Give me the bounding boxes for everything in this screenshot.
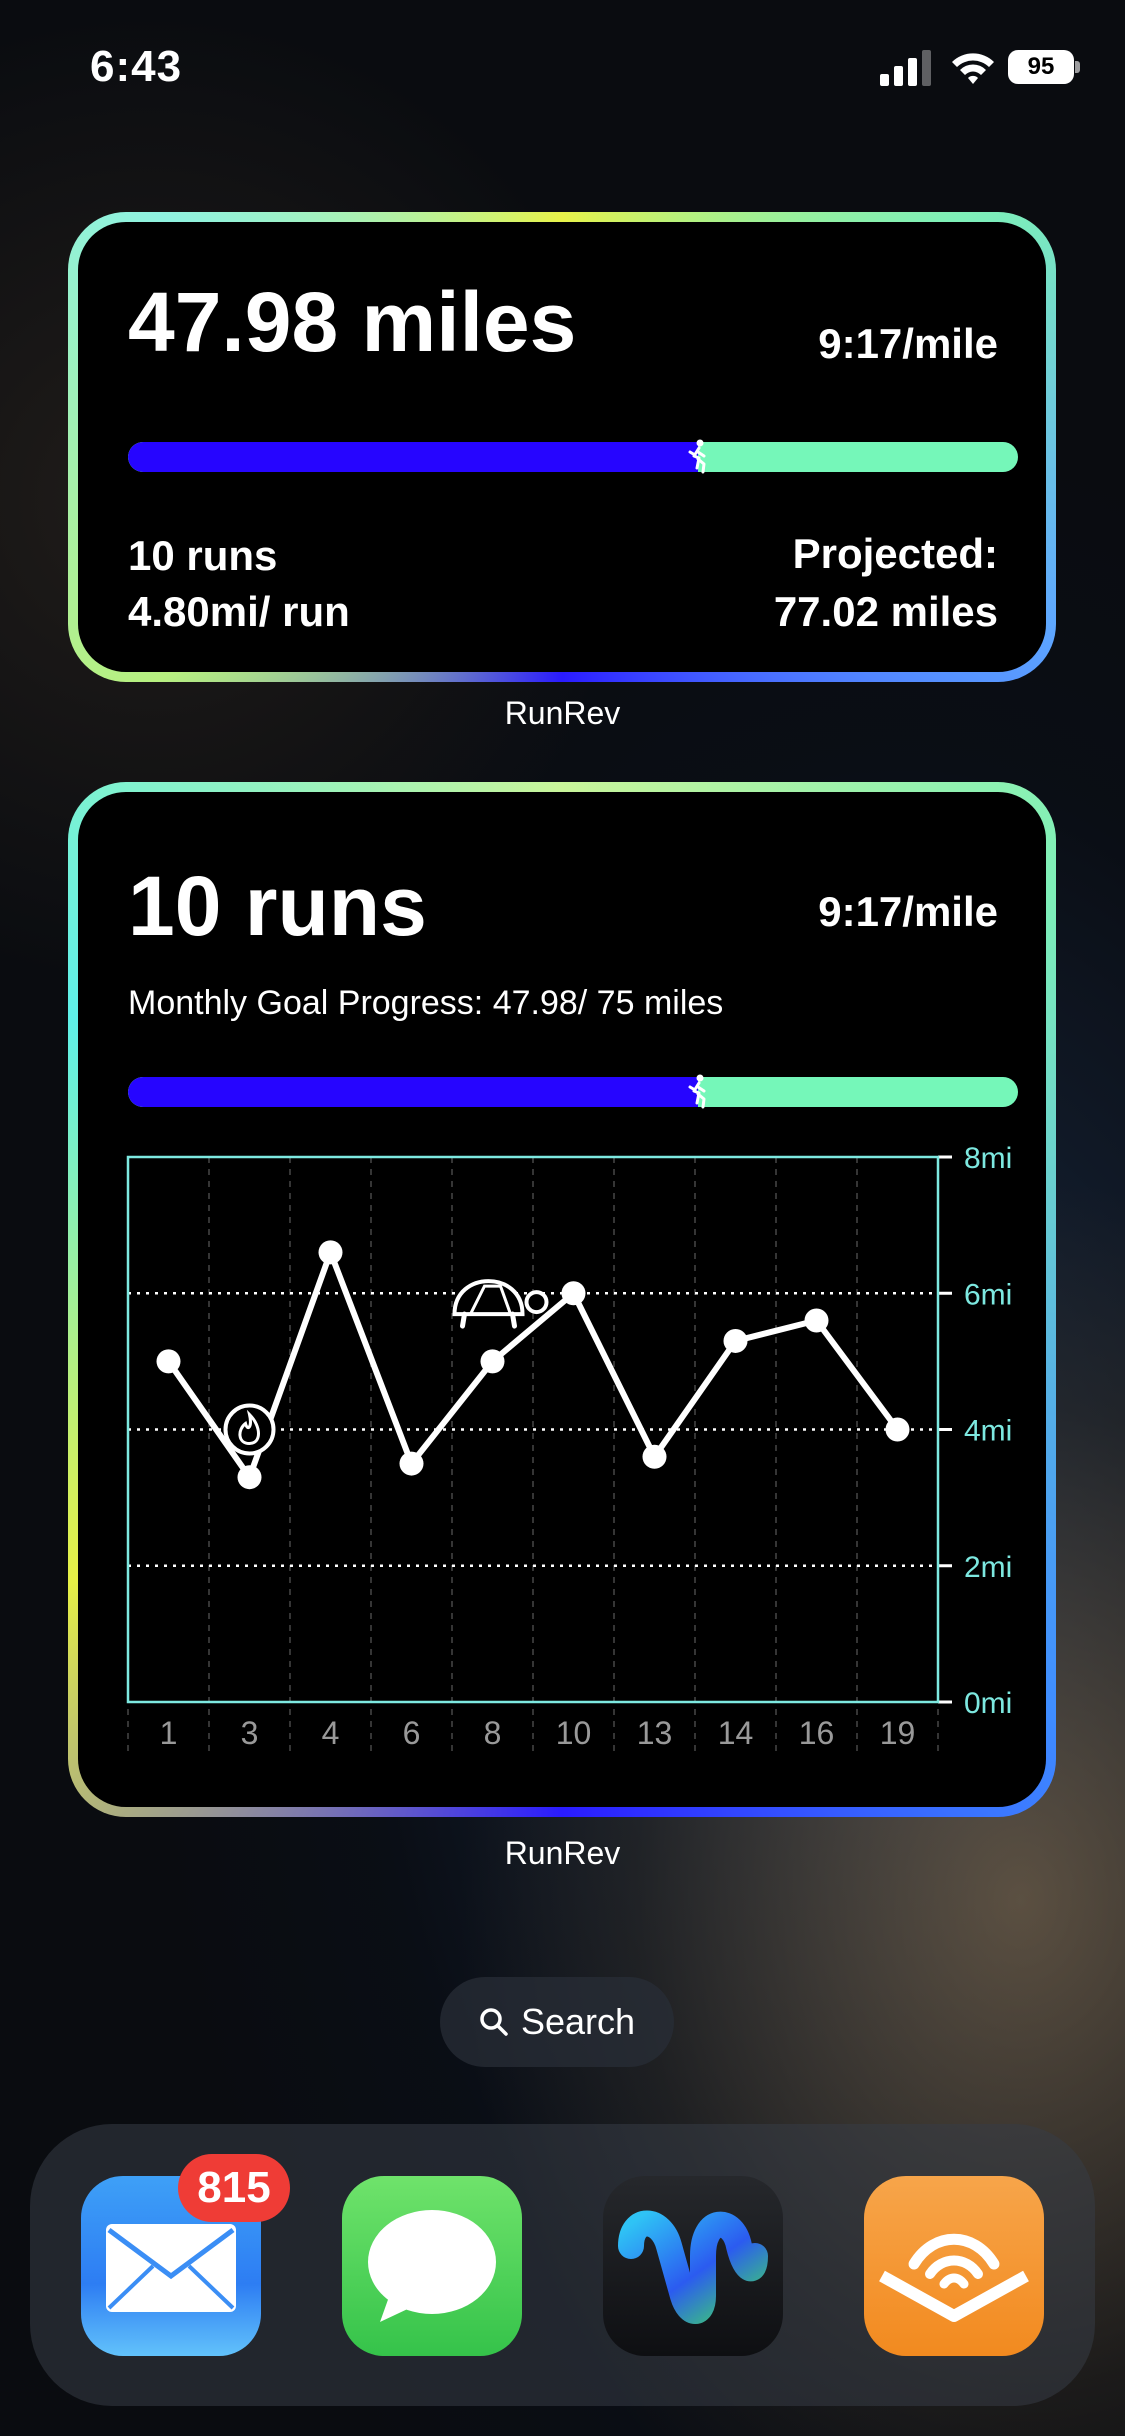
goal-progress-text: Monthly Goal Progress: 47.98/ 75 miles: [128, 984, 724, 1022]
data-point: [318, 1240, 343, 1265]
average-pace: 9:17/mile: [818, 888, 998, 935]
total-distance: 47.98 miles: [128, 275, 577, 369]
x-tick-label: 10: [556, 1715, 592, 1751]
runner-icon: [688, 439, 706, 474]
monthly-progress-bar: [128, 442, 1018, 472]
run-count: 10 runs: [128, 532, 278, 579]
monthly-progress-bar: [128, 1077, 1018, 1107]
status-bar: 6:43 95: [0, 0, 1125, 140]
speech-bubble-icon: [368, 2210, 496, 2322]
cellular-signal-icon: [880, 50, 931, 86]
audible-app-icon[interactable]: [864, 2176, 1044, 2356]
flame-icon: [223, 1403, 276, 1456]
projected-value: 77.02 miles: [773, 588, 998, 635]
data-point: [804, 1308, 829, 1333]
wifi-icon: [952, 53, 994, 84]
average-pace: 9:17/mile: [818, 320, 998, 367]
data-point: [561, 1281, 586, 1306]
data-point: [723, 1328, 748, 1353]
widget-app-label: RunRev: [504, 1835, 621, 1871]
x-tick-label: 16: [799, 1715, 835, 1751]
projected-label: Projected:: [792, 530, 998, 577]
progress-fill: [128, 1077, 698, 1107]
mileage-widget[interactable]: 47.98 miles 9:17/mile 10 runs 4.80mi/ ru…: [68, 212, 1056, 682]
battery-icon: 95: [1008, 50, 1080, 84]
x-tick-label: 3: [241, 1715, 259, 1751]
data-point: [480, 1349, 505, 1374]
run-count-heading: 10 runs: [128, 859, 427, 953]
widget-app-label: RunRev: [504, 695, 621, 731]
y-tick-label: 8mi: [964, 1142, 1012, 1175]
x-tick-label: 13: [637, 1715, 673, 1751]
search-label: Search: [520, 2001, 636, 2042]
data-point: [642, 1444, 667, 1469]
x-tick-label: 8: [484, 1715, 502, 1751]
x-tick-label: 19: [880, 1715, 916, 1751]
webex-app-icon[interactable]: [603, 2176, 783, 2356]
x-tick-label: 6: [403, 1715, 421, 1751]
progress-fill: [128, 442, 698, 472]
y-tick-label: 4mi: [964, 1415, 1012, 1448]
turtle-icon: [452, 1279, 549, 1329]
messages-app-icon[interactable]: [342, 2176, 522, 2356]
search-icon: [480, 2008, 508, 2036]
audible-logo-icon: [879, 2233, 1029, 2322]
data-point: [156, 1349, 181, 1374]
y-tick-label: 6mi: [964, 1278, 1012, 1311]
battery-level: 95: [1008, 50, 1074, 84]
miles-per-run: 4.80mi/ run: [128, 588, 350, 635]
x-tick-label: 1: [160, 1715, 178, 1751]
y-tick-label: 2mi: [964, 1551, 1012, 1584]
x-tick-label: 14: [718, 1715, 754, 1751]
plot-frame: [126, 1155, 940, 1704]
search-button[interactable]: Search: [440, 1977, 674, 2067]
data-point: [885, 1417, 910, 1442]
webex-logo-icon: [618, 2210, 768, 2324]
mail-unread-badge: 815: [178, 2154, 290, 2222]
x-tick-label: 4: [322, 1715, 340, 1751]
series-line: [166, 1249, 900, 1481]
runner-icon: [688, 1074, 706, 1109]
data-point: [237, 1465, 262, 1490]
y-tick-label: 0mi: [964, 1687, 1012, 1720]
data-point: [399, 1451, 424, 1476]
runs-chart-widget[interactable]: 10 runs 9:17/mile Monthly Goal Progress:…: [68, 782, 1056, 1817]
status-time: 6:43: [90, 42, 183, 91]
envelope-icon: [106, 2224, 236, 2312]
